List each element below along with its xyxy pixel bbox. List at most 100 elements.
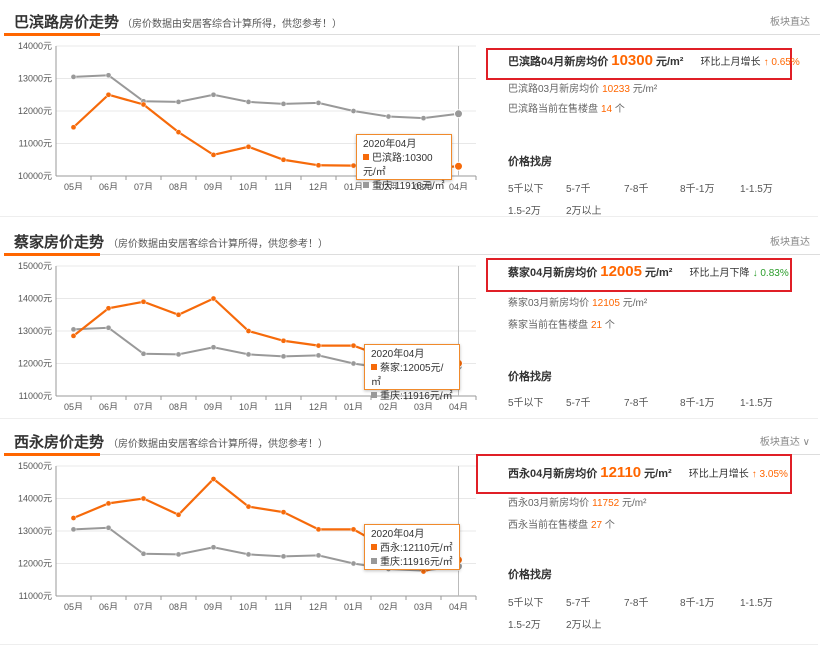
price-option-7k-8k[interactable]: 7-8千 [624,184,649,195]
x-tick-label: 04月 [449,602,468,610]
y-tick-label: 12000元 [18,106,52,116]
highlight-box [486,258,792,292]
data-point [245,351,252,358]
chart-tooltip: 2020年04月 西永:12110元/㎡ 重庆:11916元/㎡ [364,524,460,570]
price-option-15k-20k[interactable]: 1.5-2万 [508,620,541,631]
y-tick-label: 10000元 [18,171,52,181]
trend-value-text: 3.05% [759,469,788,480]
price-panel-caijia: 蔡家房价走势 （房价数据由安居客综合计算所得，供您参考！） 板块直达 11000… [4,224,822,414]
data-point [280,553,287,560]
panel-title: 蔡家房价走势 [14,234,105,251]
price-option-8k-10k[interactable]: 8千-1万 [680,598,715,609]
on-sale-count: 21 [591,320,603,331]
on-sale-line: 蔡家当前在售楼盘 21 个 [508,316,615,331]
legend-square-icon [371,364,377,370]
highlight-box [486,48,792,80]
data-point [385,113,392,120]
block-direct-link[interactable]: 板块直达 [770,237,810,248]
data-point [245,143,252,150]
trend-value-text: 0.83% [760,268,789,279]
x-tick-label: 05月 [64,602,83,610]
on-sale-unit: 个 [614,104,625,115]
on-sale-label: 西永当前在售楼盘 [508,520,588,531]
title-underline [4,33,100,36]
block-direct-link[interactable]: 板块直达 ∨ [759,437,810,448]
tooltip-compare-text: 重庆:11916元/㎡ [380,391,453,402]
trend-value: ↑ 0.65% [764,57,800,68]
panel-note: （房价数据由安居客综合计算所得，供您参考！） [108,439,328,450]
price-option-7k-8k[interactable]: 7-8千 [624,398,649,409]
panel-header: 巴滨路房价走势 （房价数据由安居客综合计算所得，供您参考！） 板块直达 [4,4,820,36]
on-sale-label: 蔡家当前在售楼盘 [508,320,588,331]
x-tick-label: 03月 [414,602,433,610]
price-option-5k-7k[interactable]: 5-7千 [566,184,591,195]
data-point [210,152,217,158]
y-tick-label: 14000元 [18,494,52,504]
price-search-title: 价格找房 [508,569,552,581]
x-tick-label: 04月 [449,402,468,410]
panel-header: 西永房价走势 （房价数据由安居客综合计算所得，供您参考！） 板块直达 ∨ [4,424,820,456]
price-option-15k-20k[interactable]: 1.5-2万 [508,206,541,217]
price-option-above-20k[interactable]: 2万以上 [566,620,602,631]
series-line-compare [73,74,459,120]
data-point [70,74,77,80]
price-option-below-5k[interactable]: 5千以下 [508,184,544,195]
price-option-8k-10k[interactable]: 8千-1万 [680,184,715,195]
data-point [350,526,357,533]
data-point [280,509,287,516]
x-tick-label: 02月 [379,182,398,190]
x-tick-label: 04月 [449,182,468,190]
tooltip-compare: 重庆:11916元/㎡ [363,180,445,194]
x-tick-label: 09月 [204,182,223,190]
price-option-5k-7k[interactable]: 5-7千 [566,598,591,609]
avg-price-label: 西永04月新房均价 [508,468,598,480]
x-tick-label: 05月 [64,182,83,190]
y-tick-label: 14000元 [18,41,52,51]
data-point [70,333,77,339]
x-tick-label: 11月 [274,182,292,190]
data-point [350,108,357,114]
x-tick-label: 12月 [309,182,328,190]
x-tick-label: 06月 [99,402,118,410]
x-tick-label: 06月 [99,182,118,190]
price-option-10k-15k[interactable]: 1-1.5万 [740,398,773,409]
price-option-below-5k[interactable]: 5千以下 [508,598,544,609]
y-tick-label: 15000元 [18,461,52,471]
data-point [175,551,182,558]
price-option-below-5k[interactable]: 5千以下 [508,398,544,409]
prev-price-line: 西永03月新房均价 11752 元/m² [508,494,646,509]
panel-title: 巴滨路房价走势 [14,14,120,31]
prev-price-label: 西永03月新房均价 [508,498,590,509]
on-sale-line: 西永当前在售楼盘 27 个 [508,516,615,531]
x-tick-label: 10月 [239,402,258,410]
data-point [350,342,357,349]
price-option-5k-7k[interactable]: 5-7千 [566,398,591,409]
data-point [245,328,252,334]
block-direct-link[interactable]: 板块直达 [770,17,810,28]
data-point [105,500,112,507]
y-tick-label: 12000元 [18,559,52,569]
tooltip-primary: 蔡家:12005元/㎡ [371,362,453,390]
x-tick-label: 01月 [344,182,363,190]
data-point [105,91,112,98]
tooltip-compare-text: 重庆:11916元/㎡ [380,557,453,568]
x-tick-label: 03月 [414,402,433,410]
trend-chart: 10000元 11000元 12000元 13000元 14000元 05月 06月 07月 0… [4,38,482,190]
price-panel-babinlu: 巴滨路房价走势 （房价数据由安居客综合计算所得，供您参考！） 板块直达 1000… [4,4,822,217]
data-point [454,161,463,171]
panel-divider [0,216,818,217]
on-sale-count: 27 [591,520,603,531]
trend-label: 环比上月增长 [700,57,761,68]
data-point [315,100,322,106]
x-tick-label: 08月 [169,602,188,610]
price-option-above-20k[interactable]: 2万以上 [566,206,602,217]
data-point [175,311,182,318]
x-tick-label: 08月 [169,182,188,190]
trend-chart-svg: 10000元 11000元 12000元 13000元 14000元 05月 06月 07月 0… [18,41,477,190]
price-option-7k-8k[interactable]: 7-8千 [624,598,649,609]
x-tick-label: 02月 [379,402,398,410]
price-option-10k-15k[interactable]: 1-1.5万 [740,598,773,609]
price-option-8k-10k[interactable]: 8千-1万 [680,398,715,409]
tooltip-primary: 西永:12110元/㎡ [371,542,453,556]
price-option-10k-15k[interactable]: 1-1.5万 [740,184,773,195]
